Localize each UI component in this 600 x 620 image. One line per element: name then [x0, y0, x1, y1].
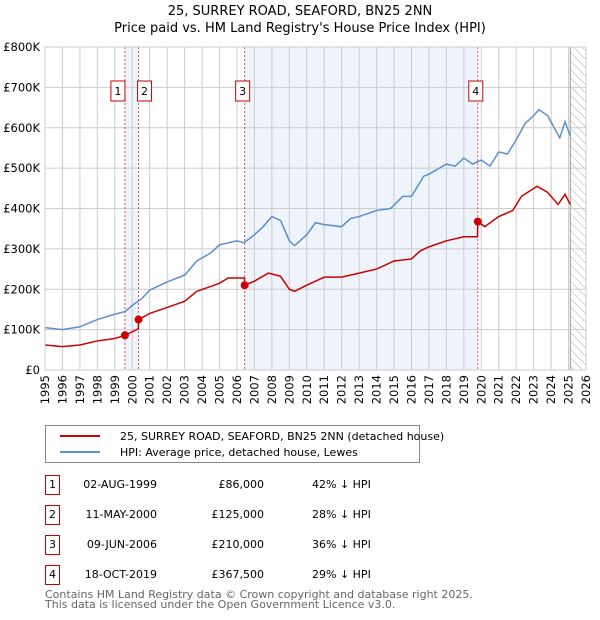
sale-2-flag [137, 80, 153, 102]
x-tick-label: 2008 [265, 375, 279, 404]
x-tick-label: 2025 [562, 375, 576, 404]
sale-price: £86,000 [218, 478, 265, 491]
chart-title: 25, SURREY ROAD, SEAFORD, BN25 2NN [167, 4, 433, 19]
y-tick-label: £200K [3, 282, 40, 296]
x-tick-label: 2010 [300, 375, 314, 404]
sale-3-flag [235, 80, 251, 102]
x-tick-label: 1999 [108, 375, 122, 404]
x-tick-label: 2011 [317, 375, 331, 404]
y-tick-label: £600K [3, 121, 40, 135]
x-tick-label: 1996 [55, 375, 69, 404]
sale-number-badge: 2 [45, 505, 60, 525]
sale-number-badge: 4 [45, 565, 60, 585]
sale-2-flag-label: 2 [141, 85, 148, 98]
x-tick-label: 1997 [73, 375, 87, 404]
sale-price: £125,000 [211, 508, 265, 521]
plot-border [44, 46, 587, 371]
sale-2-marker [134, 315, 143, 324]
sale-price: £210,000 [211, 538, 265, 551]
x-tick-label: 2026 [579, 375, 593, 404]
sale-4-marker [473, 217, 482, 226]
y-tick-label: £0 [25, 363, 40, 377]
sales-table-row: 3 09-JUN-2006 £210,000 36% ↓ HPI [45, 535, 445, 555]
sale-price: £367,500 [211, 568, 265, 581]
x-tick-label: 2006 [230, 375, 244, 404]
footer-line-2: This data is licensed under the Open Gov… [45, 598, 396, 611]
legend-label-hpi: HPI: Average price, detached house, Lewe… [120, 445, 358, 459]
x-tick-label: 2003 [178, 375, 192, 404]
x-tick-label: 2005 [213, 375, 227, 404]
sales-table-row: 1 02-AUG-1999 £86,000 42% ↓ HPI [45, 475, 445, 495]
sale-1-marker [120, 331, 129, 340]
footer: Contains HM Land Registry data © Crown c… [45, 588, 473, 611]
x-tick-label: 2023 [527, 375, 541, 404]
sale-1-flag-label: 1 [114, 85, 121, 98]
sale-3-flag-label: 3 [239, 85, 246, 98]
sale-date: 18-OCT-2019 [84, 568, 157, 581]
sale-hpi-diff: 28% ↓ HPI [312, 508, 371, 521]
x-tick-label: 2007 [247, 375, 261, 404]
x-tick-label: 2019 [457, 375, 471, 404]
y-tick-label: £700K [3, 80, 40, 94]
sale-hpi-diff: 29% ↓ HPI [312, 568, 371, 581]
x-tick-label: 2024 [544, 375, 558, 404]
sale-1-flag [110, 80, 126, 102]
x-tick-label: 2014 [370, 375, 384, 404]
chart-subtitle: Price paid vs. HM Land Registry's House … [114, 21, 486, 36]
x-tick-label: 2015 [387, 375, 401, 404]
x-tick-label: 2017 [422, 375, 436, 404]
x-tick-label: 1998 [90, 375, 104, 404]
x-tick-label: 2021 [492, 375, 506, 404]
x-tick-label: 1995 [38, 375, 52, 404]
x-tick-label: 2020 [474, 375, 488, 404]
x-tick-label: 2018 [439, 375, 453, 404]
legend: 25, SURREY ROAD, SEAFORD, BN25 2NN (deta… [45, 425, 444, 463]
hpi-line [44, 108, 571, 331]
plot-area: 1995 1996 1997 1998 1999 2000 2001 2002 2003 2004… [3, 40, 593, 404]
y-tick-label: £500K [3, 161, 40, 175]
sale-4-flag-label: 4 [472, 85, 479, 98]
sale-number-badge: 1 [45, 475, 60, 495]
x-tick-label: 2016 [404, 375, 418, 404]
sale-4-flag [468, 80, 484, 102]
legend-swatch-property [60, 435, 100, 437]
x-tick-label: 2022 [509, 375, 523, 404]
sales-table-row: 2 11-MAY-2000 £125,000 28% ↓ HPI [45, 505, 445, 525]
y-tick-label: £400K [3, 202, 40, 216]
sale-number-badge: 3 [45, 535, 60, 555]
legend-swatch-hpi [60, 451, 100, 453]
y-tick-label: £800K [3, 40, 40, 54]
legend-label-property: 25, SURREY ROAD, SEAFORD, BN25 2NN (deta… [120, 429, 445, 443]
x-tick-label: 2013 [352, 375, 366, 404]
sale-date: 11-MAY-2000 [85, 508, 157, 521]
sale-hpi-diff: 42% ↓ HPI [312, 478, 371, 491]
x-tick-label: 2001 [143, 375, 157, 404]
x-tick-label: 2009 [282, 375, 296, 404]
x-tick-label: 2002 [160, 375, 174, 404]
y-tick-label: £300K [3, 242, 40, 256]
y-tick-label: £100K [3, 323, 40, 337]
footer-line-1: Contains HM Land Registry data © Crown c… [45, 588, 473, 601]
x-tick-label: 2012 [335, 375, 349, 404]
sale-3-marker [240, 281, 249, 290]
x-tick-label: 2000 [125, 375, 139, 404]
x-tick-label: 2004 [195, 375, 209, 404]
sale-date: 02-AUG-1999 [83, 478, 157, 491]
sales-table-row: 4 18-OCT-2019 £367,500 29% ↓ HPI [45, 565, 445, 585]
sale-date: 09-JUN-2006 [86, 538, 157, 551]
sale-hpi-diff: 36% ↓ HPI [312, 538, 371, 551]
